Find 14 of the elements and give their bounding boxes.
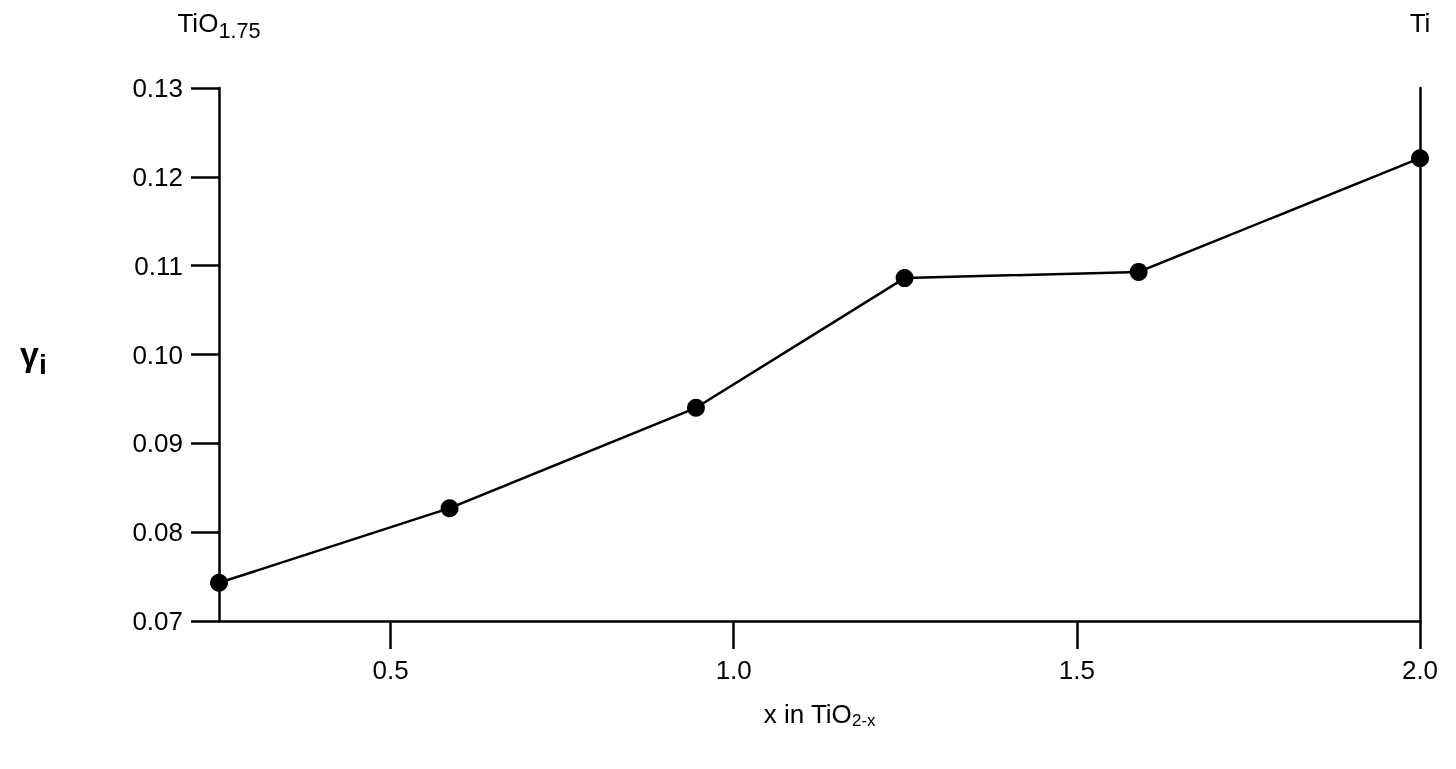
y-tick-label: 0.08 bbox=[132, 517, 183, 548]
y-tick-label: 0.12 bbox=[132, 161, 183, 192]
y-axis-title: γ$_{i}$ bbox=[20, 335, 47, 381]
y-tick-label: 0.13 bbox=[132, 73, 183, 103]
x-tick-label: 1.5 bbox=[1058, 655, 1095, 685]
y-tick-label: 0.09 bbox=[132, 428, 183, 459]
x-tick-label: 2.0 bbox=[1401, 655, 1439, 685]
y-tick-label: 0.10 bbox=[132, 339, 183, 370]
x-tick-label: 0.5 bbox=[372, 655, 409, 685]
y-tick-label: 0.07 bbox=[132, 606, 183, 636]
text: Ti bbox=[1409, 8, 1431, 39]
text: TiO$_{1.75}$ bbox=[177, 8, 261, 45]
x-tick-label: 1.0 bbox=[715, 655, 752, 685]
y-tick-label: 0.11 bbox=[134, 250, 183, 281]
